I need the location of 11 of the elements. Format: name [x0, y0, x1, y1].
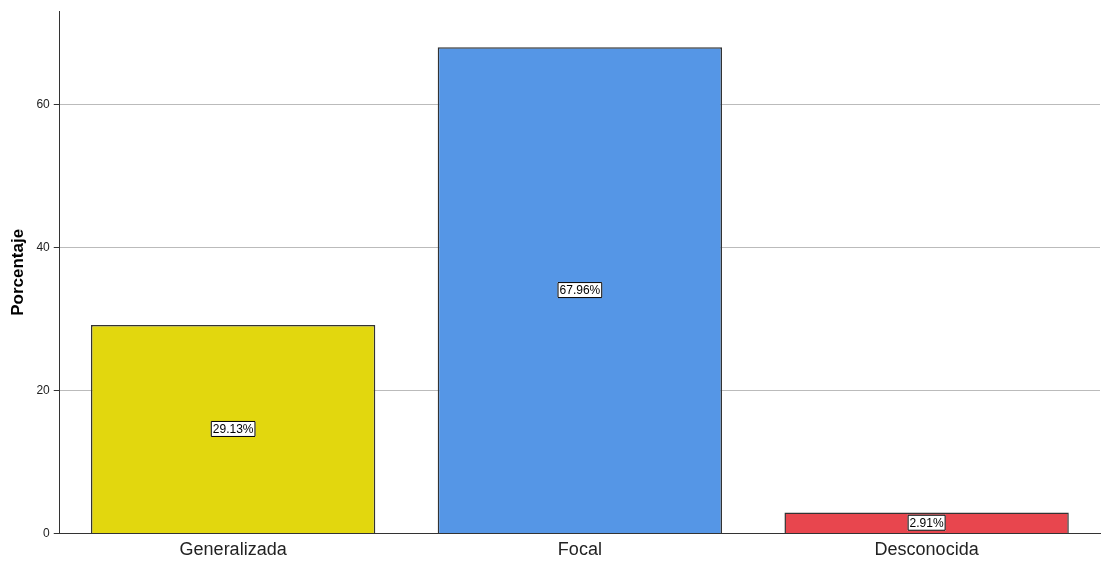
y-tick-label: 0: [43, 525, 51, 540]
y-tick-label: 20: [36, 382, 51, 397]
x-tick-label: Generalizada: [179, 539, 288, 560]
x-tick-label: Focal: [557, 539, 602, 560]
data-label: 29.13%: [212, 422, 254, 437]
x-tick-label: Desconocida: [874, 539, 980, 560]
y-tick-label: 40: [36, 239, 51, 254]
y-axis-title: Porcentaje: [7, 228, 27, 316]
y-tick-label: 60: [36, 96, 51, 111]
data-label: 2.91%: [909, 516, 944, 531]
data-label: 67.96%: [559, 283, 601, 298]
